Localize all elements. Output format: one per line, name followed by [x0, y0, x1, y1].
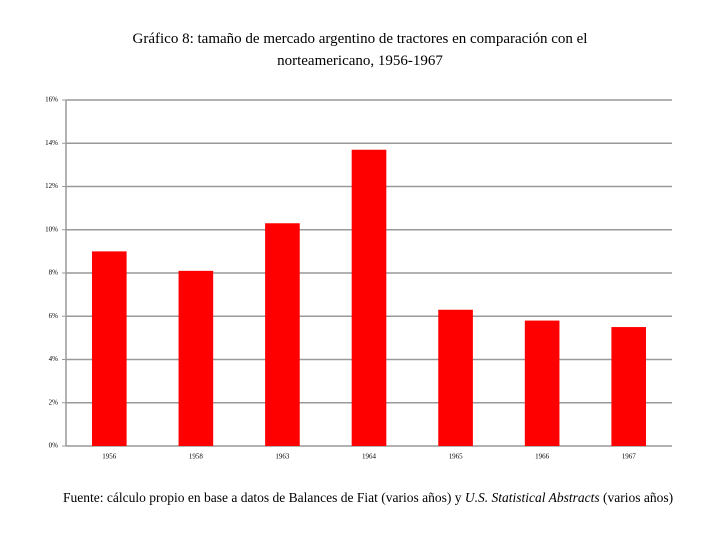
x-tick-label: 1964 — [362, 453, 377, 461]
bar — [265, 223, 300, 446]
y-tick-label: 6% — [49, 312, 59, 320]
source-text: Fuente: cálculo propio en base a datos d… — [63, 490, 465, 505]
x-tick-label: 1958 — [189, 453, 204, 461]
bar — [178, 270, 214, 446]
y-tick-label: 10% — [45, 225, 58, 233]
source-italic: U.S. Statistical Abstracts — [464, 490, 600, 505]
source-text: (varios años) — [599, 490, 674, 505]
bar — [91, 251, 127, 446]
x-tick-label: 1963 — [275, 453, 290, 461]
y-tick-label: 14% — [45, 139, 58, 147]
x-tick-label: 1965 — [449, 453, 464, 461]
bar — [611, 327, 647, 446]
bar — [351, 149, 387, 447]
x-tick-label: 1967 — [622, 453, 637, 461]
x-tick-label: 1966 — [535, 453, 550, 461]
x-tick-label: 1956 — [102, 453, 117, 461]
chart-title: Gráfico 8: tamaño de mercado argentino d… — [132, 31, 588, 69]
y-tick-label: 16% — [45, 96, 58, 104]
y-tick-label: 12% — [45, 182, 58, 190]
bar — [524, 320, 560, 446]
y-tick-label: 4% — [49, 355, 59, 363]
bar — [438, 309, 473, 446]
chart: 0% 2% 4% 6% 8% 10% 12% 14% 16% 1956 1958 1963 1964 19… — [45, 96, 672, 461]
y-tick-label: 0% — [49, 442, 59, 450]
y-tick-label: 2% — [49, 398, 59, 406]
y-tick-label: 8% — [49, 269, 59, 277]
source-note: Fuente: cálculo propio en base a datos d… — [63, 490, 673, 506]
